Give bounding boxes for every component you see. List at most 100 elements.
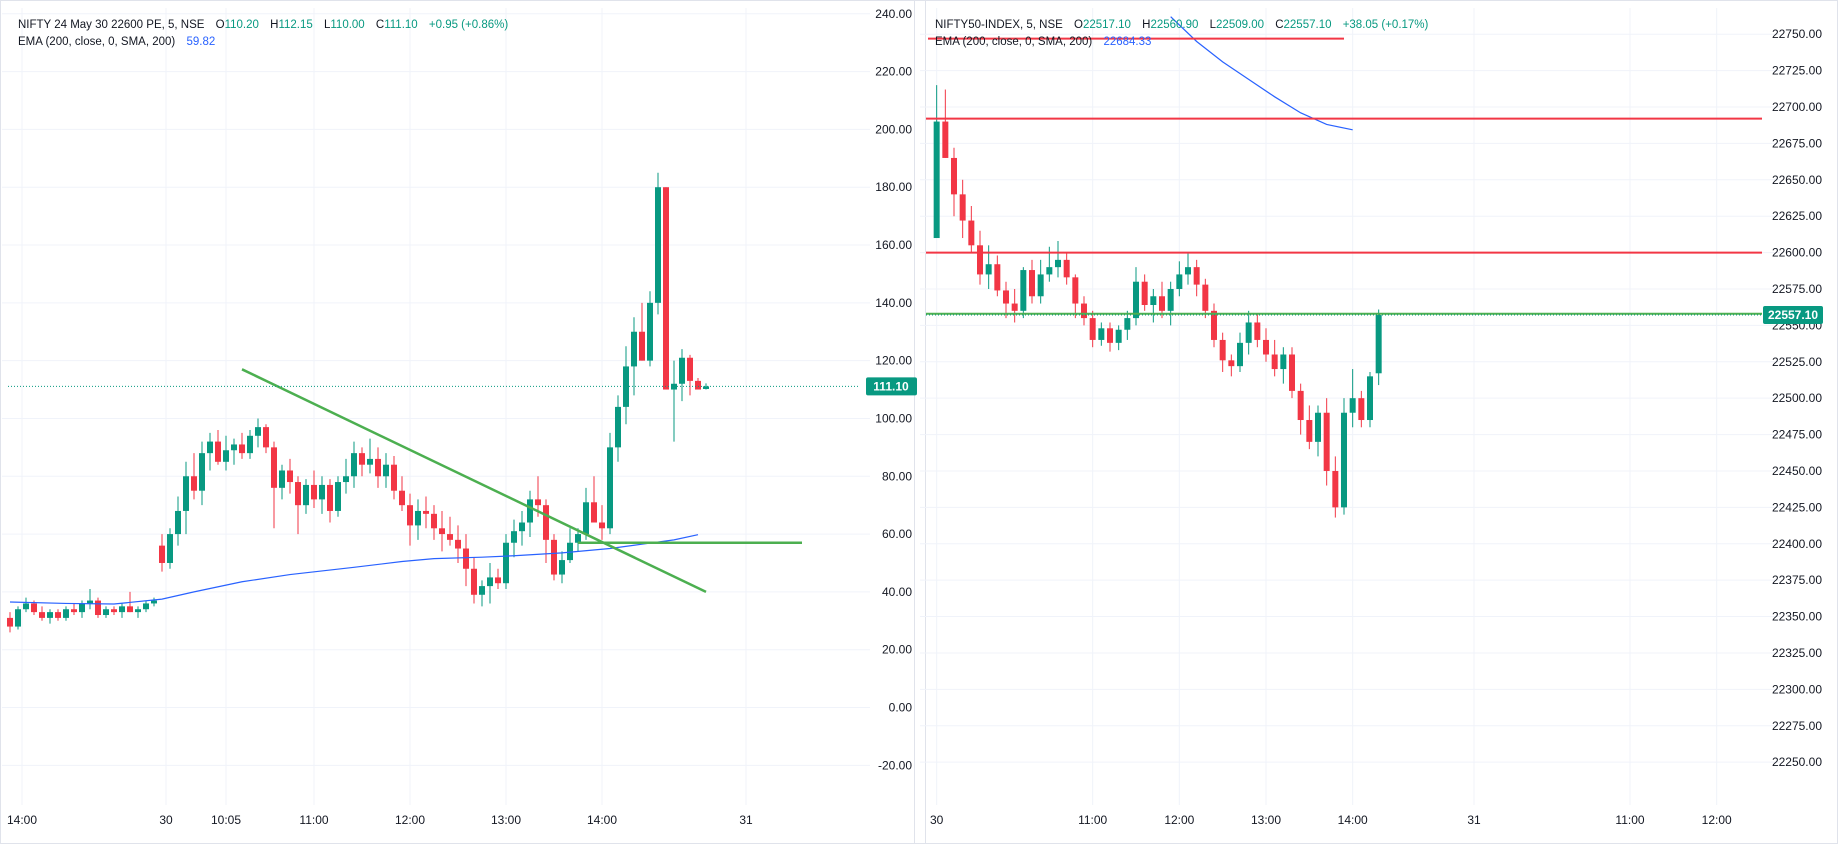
left-candle-body [495, 577, 501, 584]
right-candle-body [1124, 318, 1131, 330]
right-candle-body [1323, 412, 1330, 471]
left-y-tick-label: 220.00 [875, 65, 912, 79]
left-trend-drawings[interactable] [8, 368, 858, 594]
left-candle-body [327, 484, 333, 511]
left-candle-body [207, 441, 213, 454]
right-y-tick-label: 22750.00 [1772, 27, 1822, 41]
left-candle-body [79, 603, 85, 613]
right-candle-body [1176, 274, 1183, 289]
left-y-tick-label: -20.00 [878, 758, 912, 772]
right-candle-body [1245, 322, 1252, 343]
right-candle-body [951, 157, 957, 195]
left-x-tick-label: 10:05 [211, 813, 241, 827]
right-candle-body [1046, 267, 1053, 275]
left-price-axis[interactable]: 240.00 220.00 200.00 180.00 160.00 140.00 120.… [875, 7, 912, 773]
left-x-tick-label: 13:00 [491, 813, 521, 827]
left-ema-value: 59.82 [186, 36, 215, 48]
left-candle-body [223, 450, 229, 462]
left-candle-body [167, 534, 173, 563]
left-candle-body [231, 444, 237, 451]
left-candle-body [263, 427, 269, 448]
right-candle-body [1055, 259, 1061, 268]
right-y-tick-label: 22500.00 [1772, 391, 1822, 405]
left-candle-body [399, 490, 405, 506]
left-legend-close: 111.10 [384, 19, 417, 31]
left-last-price-tag: 111.10 [866, 377, 917, 396]
left-candle-body [143, 603, 149, 610]
right-legend-close: 22557.10 [1284, 19, 1332, 31]
right-candle-body [1202, 284, 1209, 311]
left-candle-body [87, 600, 93, 604]
left-candle-body [511, 531, 517, 543]
left-candle-body [367, 458, 373, 465]
left-candle-body [391, 464, 397, 491]
right-y-tick-label: 22400.00 [1772, 537, 1822, 551]
right-time-axis[interactable]: 30 11:00 12:00 13:00 14:00 31 11:00 12:00 [930, 813, 1732, 827]
left-candle-body [487, 577, 493, 587]
right-x-tick-label: 12:00 [1164, 813, 1194, 827]
left-candle-body [551, 539, 557, 575]
right-candle-body [1263, 339, 1269, 355]
left-candle-body [439, 528, 445, 535]
left-candle-body [479, 586, 485, 595]
right-y-tick-label: 22700.00 [1772, 100, 1822, 114]
left-grid [2, 8, 870, 805]
right-legend-symbol: NIFTY50-INDEX, 5, NSE [935, 19, 1063, 31]
right-x-tick-label: 11:00 [1078, 813, 1107, 827]
left-candle-body [295, 482, 301, 506]
left-candle-body [303, 484, 309, 506]
left-y-tick-label: 120.00 [875, 354, 912, 368]
left-candle-body [191, 476, 197, 491]
left-candle-body [311, 484, 317, 500]
left-candle-body [31, 603, 37, 613]
left-candle-body [703, 386, 709, 389]
left-candle-body [55, 612, 61, 618]
right-legend-line1: NIFTY50-INDEX, 5, NSE O22517.10 H22560.9… [935, 19, 1429, 31]
right-legend-line2: EMA (200, close, 0, SMA, 200) 22684.33 [935, 36, 1151, 48]
right-chart-panel[interactable]: 22750.00 22725.00 22700.00 22675.00 22650.00… [920, 8, 1822, 827]
left-candle-body [415, 510, 421, 526]
right-grid [920, 8, 1780, 805]
right-candle-body [1332, 470, 1339, 508]
left-x-tick-label: 14:00 [587, 813, 617, 827]
right-candle-body [1341, 412, 1347, 508]
left-y-tick-label: 200.00 [875, 122, 912, 136]
left-candle-body [567, 542, 573, 561]
left-legend-change: +0.95 (+0.86%) [429, 19, 508, 31]
left-candle-body [463, 548, 469, 569]
right-ema-line [1170, 16, 1353, 131]
left-candle-body [351, 453, 357, 477]
right-candle-body [1219, 339, 1226, 361]
right-y-tick-label: 22725.00 [1772, 64, 1822, 78]
right-y-tick-label: 22325.00 [1772, 646, 1822, 660]
right-ema-value: 22684.33 [1103, 36, 1151, 48]
left-candle-body [335, 482, 341, 511]
left-candle-body [111, 609, 117, 613]
left-time-axis[interactable]: 14:00 30 10:05 11:00 12:00 13:00 14:00 31 [7, 813, 753, 827]
right-x-tick-label: 11:00 [1615, 813, 1644, 827]
right-candle-body [1081, 303, 1087, 319]
right-candle-body [933, 121, 940, 239]
left-candle-body [687, 357, 693, 381]
left-candle-body [359, 453, 365, 465]
right-level-drawings[interactable] [926, 37, 1768, 316]
right-price-axis[interactable]: 22750.00 22725.00 22700.00 22675.00 22650.00… [1772, 27, 1822, 769]
left-ema-line [9, 534, 699, 605]
right-candle-body [1141, 281, 1148, 305]
right-candle-body [1349, 398, 1356, 413]
right-y-tick-label: 22575.00 [1772, 282, 1822, 296]
right-y-tick-label: 22250.00 [1772, 755, 1822, 769]
left-chart-panel[interactable]: 240.00 220.00 200.00 180.00 160.00 140.00 120.… [2, 7, 912, 827]
right-candle-body [985, 264, 992, 275]
right-candle-body [942, 121, 949, 158]
left-drawing-trendline[interactable] [241, 368, 707, 594]
left-candle-body [151, 600, 157, 604]
left-candle-body [7, 617, 13, 627]
left-candle-body [423, 510, 429, 514]
right-candle-body [1254, 322, 1261, 340]
left-candle-body [647, 302, 653, 361]
left-y-tick-label: 180.00 [875, 180, 912, 194]
right-candle-body [1228, 360, 1235, 367]
right-y-tick-label: 22650.00 [1772, 173, 1822, 187]
left-x-tick-label: 31 [739, 813, 753, 827]
